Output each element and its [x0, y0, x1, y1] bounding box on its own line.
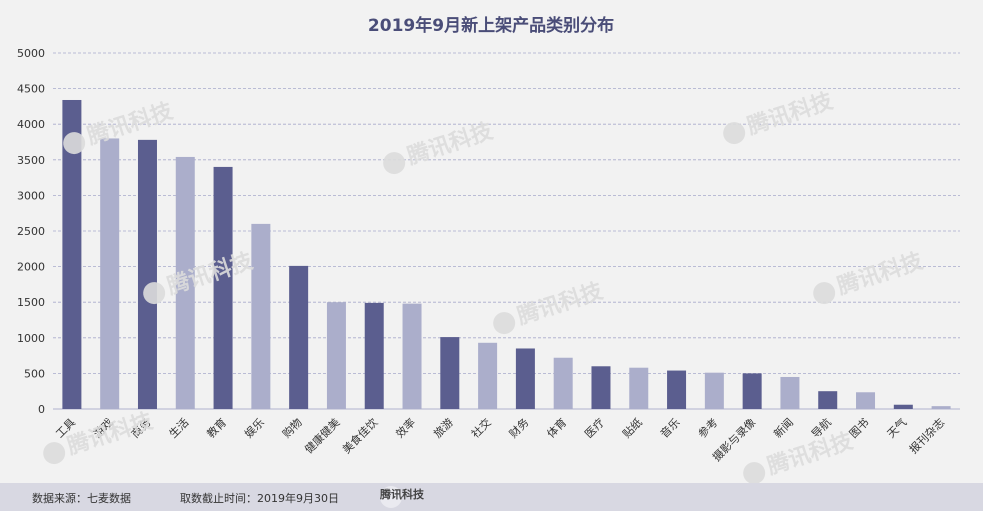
bar-效率 — [402, 303, 422, 409]
x-tick-label: 教育 — [204, 415, 229, 440]
bar-报刊杂志 — [931, 406, 951, 409]
data-cutoff-date: 取数截止时间：2019年9月30日 — [180, 492, 339, 505]
bar-娱乐 — [251, 223, 271, 409]
bar-新闻 — [780, 376, 800, 409]
bar-教育 — [213, 166, 233, 409]
watermark-logo-icon — [380, 486, 402, 508]
x-tick-label: 贴纸 — [619, 415, 644, 440]
watermark-text: 腾讯科技 — [380, 488, 424, 501]
gridlines — [53, 52, 960, 410]
bar-财务 — [515, 348, 535, 409]
x-tick-label: 效率 — [393, 415, 418, 440]
bar-导航 — [818, 391, 838, 409]
x-tick-label: 健康健美 — [302, 415, 343, 456]
bar-社交 — [478, 342, 498, 409]
data-source: 数据来源：七麦数据 — [32, 492, 131, 505]
x-tick-label: 报刊杂志 — [906, 415, 947, 456]
y-axis-ticks: 0 500 1000 1500 2000 2500 3000 3500 4000 4500 5000 — [17, 47, 45, 416]
bar-体育 — [553, 357, 573, 409]
bar-音乐 — [667, 370, 687, 409]
y-tick-label: 3000 — [17, 189, 45, 202]
bar-生活 — [175, 156, 195, 409]
x-tick-label: 财务 — [506, 415, 531, 440]
y-tick-label: 5000 — [17, 47, 45, 60]
bar-美食佳饮 — [364, 302, 384, 409]
x-tick-label: 生活 — [166, 415, 191, 440]
x-tick-label: 购物 — [279, 415, 304, 440]
bar-工具 — [62, 99, 82, 409]
y-tick-label: 0 — [38, 403, 45, 416]
x-tick-label: 美食佳饮 — [339, 415, 380, 456]
y-tick-label: 2500 — [17, 225, 45, 238]
bar-旅游 — [440, 337, 460, 409]
bar-图书 — [856, 392, 876, 409]
y-tick-label: 2000 — [17, 261, 45, 274]
x-tick-label: 旅游 — [430, 415, 455, 440]
x-tick-label: 医疗 — [582, 415, 607, 440]
x-tick-label: 社交 — [468, 415, 493, 440]
bar-健康健美 — [326, 302, 346, 409]
y-tick-label: 4000 — [17, 118, 45, 131]
x-tick-label: 体育 — [544, 415, 569, 440]
x-tick-label: 天气 — [884, 415, 909, 440]
bar-游戏 — [100, 138, 120, 409]
bar-医疗 — [591, 366, 611, 409]
chart-title: 2019年9月新上架产品类别分布 — [368, 15, 614, 36]
footer-bar: 数据来源：七麦数据 取数截止时间：2019年9月30日 腾讯科技 — [0, 483, 983, 511]
bar-商务 — [137, 139, 157, 409]
x-tick-label: 新闻 — [771, 415, 796, 440]
y-tick-label: 1500 — [17, 296, 45, 309]
bar-贴纸 — [629, 367, 649, 409]
bar-chart: 2019年9月新上架产品类别分布 0 500 1000 1500 2000 2500 300… — [17, 15, 960, 464]
y-tick-label: 4500 — [17, 83, 45, 96]
y-tick-label: 500 — [24, 367, 45, 380]
bars — [62, 99, 951, 409]
bar-参考 — [704, 372, 724, 409]
bar-天气 — [893, 404, 913, 409]
x-tick-label: 娱乐 — [242, 415, 267, 440]
bar-购物 — [289, 265, 309, 409]
bar-摄影与录像 — [742, 373, 762, 409]
y-tick-label: 3500 — [17, 154, 45, 167]
x-tick-label: 参考 — [695, 415, 720, 440]
y-tick-label: 1000 — [17, 332, 45, 345]
x-tick-label: 音乐 — [657, 415, 682, 440]
